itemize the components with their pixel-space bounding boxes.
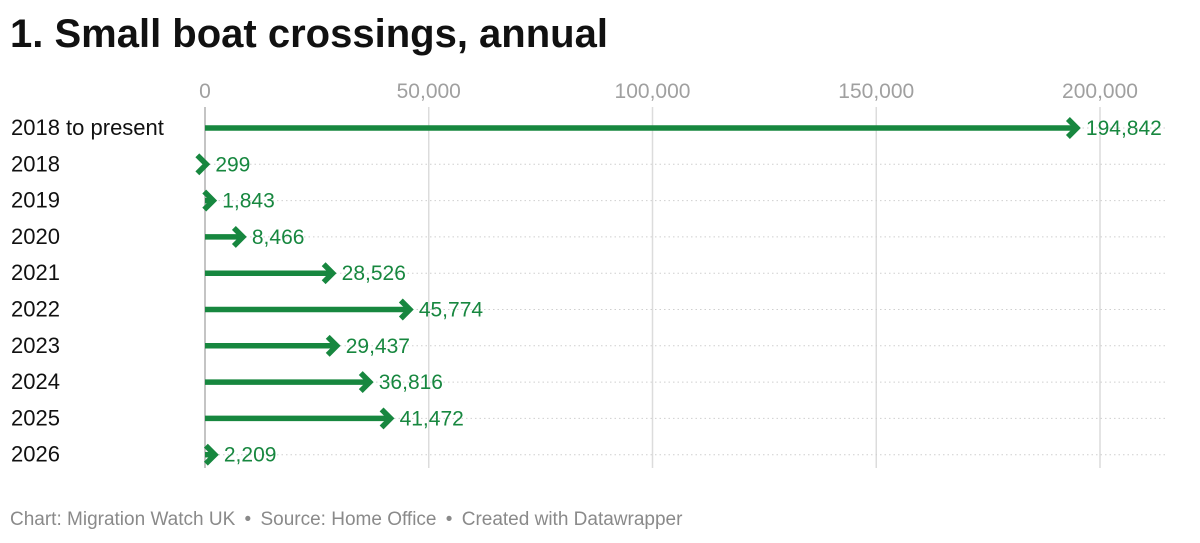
value-label: 1,843 bbox=[222, 190, 275, 213]
vertical-gridlines bbox=[204, 107, 1101, 468]
value-label: 194,842 bbox=[1086, 117, 1162, 140]
bar-arrowhead bbox=[195, 153, 211, 176]
bar-arrowhead bbox=[231, 225, 247, 248]
category-label: 2022 bbox=[11, 297, 60, 322]
bar-arrow bbox=[205, 225, 247, 248]
value-label: 41,472 bbox=[400, 407, 464, 430]
category-label: 2024 bbox=[11, 369, 60, 394]
value-label: 45,774 bbox=[419, 299, 484, 322]
bar-arrow bbox=[205, 334, 341, 357]
category-label: 2023 bbox=[11, 333, 60, 358]
x-tick-label: 150,000 bbox=[838, 80, 914, 103]
bar-arrowhead bbox=[203, 443, 219, 466]
bar-arrow bbox=[205, 262, 337, 285]
category-label: 2018 to present bbox=[11, 115, 164, 140]
value-labels: 194,842 299 1,843 8,466 28,526 45,774 29,437 36… bbox=[215, 117, 1162, 467]
x-tick-label: 50,000 bbox=[397, 80, 461, 103]
category-label: 2020 bbox=[11, 224, 60, 249]
x-tick-label: 0 bbox=[199, 80, 211, 103]
chart-credit: Chart: Migration Watch UK bbox=[10, 509, 236, 530]
category-label: 2025 bbox=[11, 405, 60, 430]
bar-arrowhead bbox=[202, 189, 218, 212]
chart-footer: Chart: Migration Watch UK • Source: Home… bbox=[10, 508, 682, 532]
category-label: 2019 bbox=[11, 188, 60, 213]
created-with-credit: Created with Datawrapper bbox=[461, 509, 683, 530]
value-label: 2,209 bbox=[224, 444, 277, 467]
bar-arrowhead bbox=[321, 262, 337, 285]
bar-arrow bbox=[205, 117, 1081, 139]
value-label: 29,437 bbox=[346, 335, 410, 358]
x-tick-label: 100,000 bbox=[615, 80, 691, 103]
category-labels: 2018 to present 2018 2019 2020 2021 2022 2023 2… bbox=[11, 115, 164, 467]
bar-arrow bbox=[205, 298, 414, 321]
value-label: 299 bbox=[215, 153, 250, 176]
value-label: 8,466 bbox=[252, 226, 305, 249]
bar-arrowhead bbox=[358, 371, 374, 394]
footer-separator: • bbox=[445, 509, 453, 530]
category-label: 2021 bbox=[11, 260, 60, 285]
bar-arrows bbox=[195, 117, 1081, 466]
bar-arrowhead bbox=[379, 407, 395, 430]
value-label: 36,816 bbox=[379, 371, 443, 394]
footer-separator: • bbox=[244, 509, 252, 530]
category-label: 2018 bbox=[11, 151, 60, 176]
chart-title: 1. Small boat crossings, annual bbox=[10, 12, 608, 56]
value-label: 28,526 bbox=[342, 262, 406, 285]
x-axis-tick-labels: 0 50,000 100,000 150,000 200,000 bbox=[199, 80, 1138, 103]
bar-arrow bbox=[205, 407, 395, 430]
x-tick-label: 200,000 bbox=[1062, 80, 1138, 103]
chart-area: 0 50,000 100,000 150,000 200,000 2018 to pre… bbox=[11, 80, 1166, 468]
bar-arrow bbox=[205, 371, 374, 394]
bar-arrow bbox=[202, 189, 218, 212]
bar-arrow bbox=[203, 443, 219, 466]
bar-arrowhead bbox=[398, 298, 414, 321]
bar-arrowhead bbox=[1065, 117, 1081, 139]
bar-arrow bbox=[195, 153, 211, 176]
row-guidelines bbox=[205, 127, 1166, 456]
bar-arrowhead bbox=[325, 334, 341, 357]
source-credit: Source: Home Office bbox=[260, 509, 437, 530]
category-label: 2026 bbox=[11, 442, 60, 467]
